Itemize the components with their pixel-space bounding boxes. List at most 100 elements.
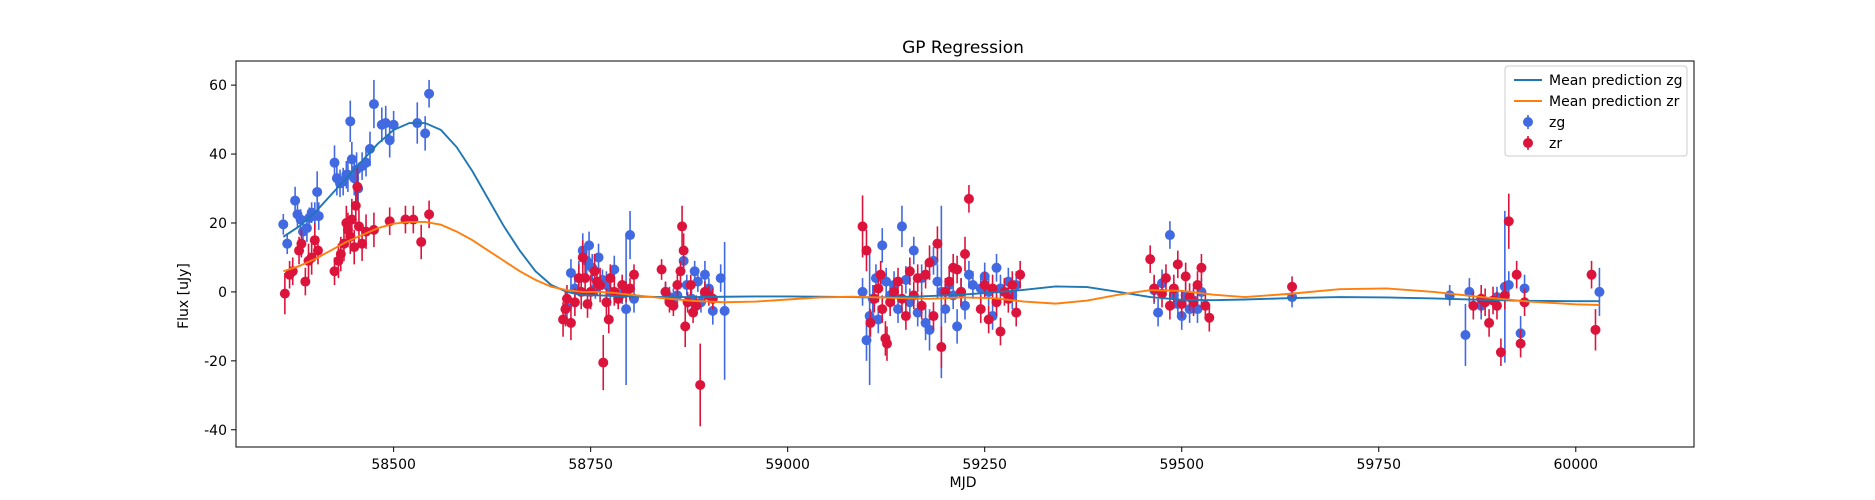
y-tick-label: -40 [204,423,227,439]
x-tick-label: 58500 [371,457,416,473]
data-point-zr [936,342,947,353]
data-point-zg [908,245,919,256]
data-point-zr [865,317,876,328]
line-mean-prediction-zg [282,122,1600,303]
y-tick-label: 40 [209,147,227,163]
data-point-zr [279,288,290,299]
data-point-zr [660,286,671,297]
legend-swatch-marker [1523,117,1533,127]
data-point-zg [963,269,974,280]
legend-label: Mean prediction zg [1549,73,1683,89]
data-point-zg [893,304,904,315]
data-point-zg [346,154,357,165]
data-point-zg [278,219,289,230]
data-point-zg [967,280,978,291]
data-point-zg [857,286,868,297]
data-point-zr [1007,280,1018,291]
data-point-zr [408,214,419,225]
data-point-zr [1515,338,1526,349]
data-point-zg [384,135,395,146]
legend-swatch-marker [1523,138,1533,148]
data-point-zg [715,273,726,284]
data-point-zg [312,186,323,197]
data-point-zg [364,143,375,154]
data-point-zg [877,240,888,251]
y-tick-label: 60 [209,78,227,94]
data-point-zg [896,221,907,232]
legend-label: Mean prediction zr [1549,94,1680,110]
x-tick-label: 59750 [1356,457,1401,473]
data-point-zr [995,326,1006,337]
data-point-zr [300,276,311,287]
data-point-zr [678,245,689,256]
data-point-zr [904,266,915,277]
data-point-zg [565,267,576,278]
data-point-zr [598,357,609,368]
data-point-zr [960,249,970,259]
data-point-zr [979,280,990,291]
data-point-zr [1484,317,1495,328]
data-point-zg [699,269,710,280]
data-point-zr [601,297,612,308]
y-tick-label: 0 [218,285,227,301]
data-point-zr [672,280,683,291]
x-tick-label: 59250 [962,457,1007,473]
data-point-zr [695,379,706,390]
data-point-zr [1015,269,1026,280]
x-tick-label: 60000 [1554,457,1599,473]
data-point-zr [569,297,580,308]
legend-label: zr [1549,136,1562,152]
data-point-zr [920,269,931,280]
data-point-zr [625,283,636,294]
data-point-zg [301,223,312,234]
data-point-zr [580,273,591,284]
data-point-zr [881,338,892,349]
legend: Mean prediction zg Mean prediction zr zg zr [1504,65,1688,157]
data-point-zg [1503,280,1514,291]
data-point-zr [1196,262,1207,273]
plot-frame [235,60,1695,448]
data-point-zr [349,242,360,253]
data-point-zr [656,264,667,275]
y-tick-label: -20 [204,354,227,370]
data-point-zr [312,245,323,256]
data-point-zr [1011,307,1022,318]
data-point-zg [621,304,632,315]
data-point-zr [1495,347,1506,358]
data-point-zr [857,221,868,232]
data-point-zr [589,266,600,277]
data-point-zr [869,293,880,304]
x-tick-label: 59500 [1159,457,1204,473]
data-point-zr [875,269,886,280]
x-tick-label: 58750 [568,457,613,473]
data-point-zg [940,304,951,315]
x-tick-label: 59000 [765,457,810,473]
legend-box [1504,65,1688,157]
data-point-zr [944,276,955,287]
data-point-zg [1460,329,1471,340]
data-point-zg [1464,286,1475,297]
data-point-zr [1192,280,1203,291]
data-point-zr [1172,259,1183,270]
data-point-zr [963,193,974,204]
data-point-zr [924,257,935,268]
data-point-zg [584,240,595,251]
data-point-zr [1180,271,1191,282]
data-point-zr [352,181,363,192]
data-point-zr [682,297,693,308]
data-point-zr [912,273,923,284]
line-mean-prediction-zr [282,221,1600,306]
data-point-zr [1499,290,1510,301]
data-point-zg [380,118,391,129]
data-point-zg [282,238,293,249]
legend-label: zg [1549,115,1565,131]
data-point-zr [1176,298,1187,309]
data-point-zr [346,214,357,225]
data-point-zr [350,200,361,211]
data-point-zg [873,314,884,325]
data-point-zr [1511,269,1522,280]
data-point-zr [668,300,679,311]
data-point-zr [877,304,888,315]
y-axis-label: Flux [uJy] [176,263,192,329]
data-point-zg [345,116,356,127]
